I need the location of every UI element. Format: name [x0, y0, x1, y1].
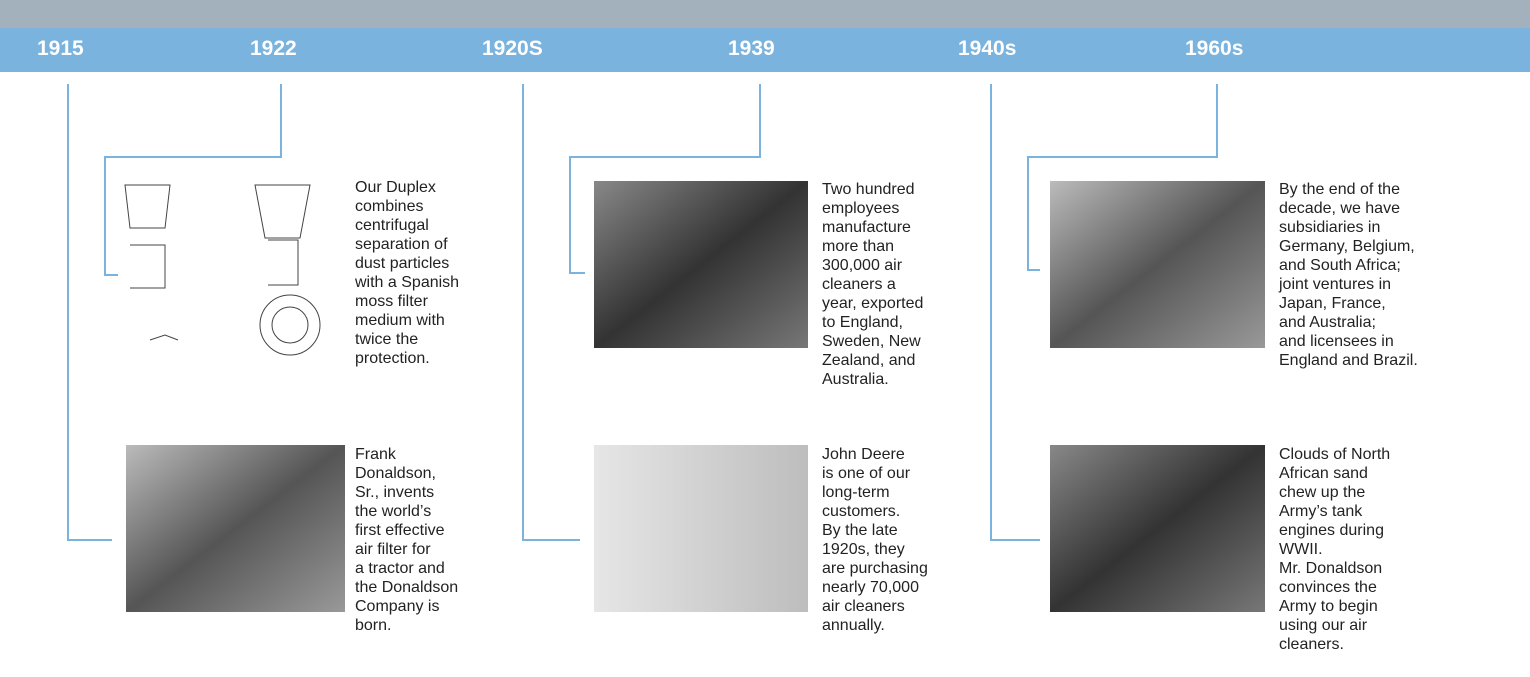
caption-line: with a Spanish [355, 274, 460, 291]
caption-line: long-term [822, 484, 890, 501]
caption-line: chew up the [1279, 484, 1366, 501]
caption-line: Our Duplex [355, 179, 436, 196]
caption-line: dust particles [355, 255, 450, 272]
caption-line: and South Africa; [1279, 257, 1401, 274]
factory-photo [594, 181, 808, 348]
caption-line: annually. [822, 617, 885, 634]
year-band [0, 28, 1530, 72]
caption-line: 1920s, they [822, 541, 905, 558]
caption-line: to England, [822, 314, 903, 331]
caption-line: protection. [355, 350, 430, 367]
caption-line: born. [355, 617, 392, 634]
caption-line: By the late [822, 522, 898, 539]
caption-line: Army’s tank [1279, 503, 1363, 520]
year-label: 1922 [250, 37, 297, 60]
caption-line: John Deere [822, 446, 905, 463]
caption-line: customers. [822, 503, 901, 520]
caption-line: Australia. [822, 371, 889, 388]
caption-line: Army to begin [1279, 598, 1378, 615]
caption-line: a tractor and [355, 560, 445, 577]
caption-line: the world’s [355, 503, 432, 520]
tractor-photo [126, 445, 345, 612]
caption-line: centrifugal [355, 217, 429, 234]
caption-line: Two hundred [822, 181, 915, 198]
caption-line: manufacture [822, 219, 911, 236]
caption-line: twice the [355, 331, 419, 348]
caption-line: air filter for [355, 541, 431, 558]
caption: Two hundred employees manufacture more than… [822, 180, 923, 389]
caption-line: Sweden, New [822, 333, 921, 350]
caption-line: Company is [355, 598, 440, 615]
caption-line: year, exported [822, 295, 924, 312]
caption-line: are purchasing [822, 560, 928, 577]
caption-line: Germany, Belgium, [1279, 238, 1415, 255]
year-label: 1939 [728, 37, 775, 60]
caption-line: Zealand, and [822, 352, 916, 369]
caption-line: Clouds of North [1279, 446, 1391, 463]
caption: By the end of the decade, we have subsidia… [1279, 180, 1418, 370]
caption-line: is one of our [822, 465, 911, 482]
caption-line: medium with [355, 312, 445, 329]
army-photo [1050, 445, 1265, 612]
year-label: 1920S [482, 37, 543, 60]
caption-line: air cleaners [822, 598, 905, 615]
caption-line: Donaldson, [355, 465, 436, 482]
caption: Clouds of North African sand chew up the Ar… [1279, 445, 1390, 654]
caption-line: Sr., invents [355, 484, 435, 501]
caption-line: cleaners a [822, 276, 896, 293]
caption: John Deere is one of our long-term customer… [822, 445, 928, 635]
caption-line: the Donaldson [355, 579, 459, 596]
caption-line: 300,000 air [822, 257, 903, 274]
year-label: 1960s [1185, 37, 1244, 60]
caption-line: decade, we have [1279, 200, 1400, 217]
caption-line: Japan, France, [1279, 295, 1386, 312]
caption-line: convinces the [1279, 579, 1377, 596]
advert-photo [594, 445, 808, 612]
caption-line: using our air [1279, 617, 1368, 634]
caption: Frank Donaldson, Sr., invents the world’s fi… [355, 445, 458, 635]
caption-line: By the end of the [1279, 181, 1400, 198]
caption-line: nearly 70,000 [822, 579, 919, 596]
caption-line: WWII. [1279, 541, 1323, 558]
caption-line: cleaners. [1279, 636, 1344, 653]
caption-line: first effective [355, 522, 445, 539]
caption-line: African sand [1279, 465, 1368, 482]
caption-line: Mr. Donaldson [1279, 560, 1383, 577]
caption-line: employees [822, 200, 900, 217]
caption-line: combines [355, 198, 424, 215]
top-bar [0, 0, 1530, 28]
caption-line: moss filter [355, 293, 428, 310]
caption-line: and Australia; [1279, 314, 1376, 331]
caption-line: joint ventures in [1279, 276, 1392, 293]
year-label: 1915 [37, 37, 84, 60]
caption-line: separation of [355, 236, 448, 253]
caption-line: Frank [355, 446, 396, 463]
meeting-photo [1050, 181, 1265, 348]
year-label: 1940s [958, 37, 1017, 60]
caption-line: more than [822, 238, 895, 255]
drawing [124, 184, 321, 356]
caption: Our Duplex combines centrifugal separation … [355, 178, 459, 368]
caption-line: England and Brazil. [1279, 352, 1418, 369]
caption-line: subsidiaries in [1279, 219, 1381, 236]
caption-line: engines during [1279, 522, 1384, 539]
caption-line: and licensees in [1279, 333, 1394, 350]
